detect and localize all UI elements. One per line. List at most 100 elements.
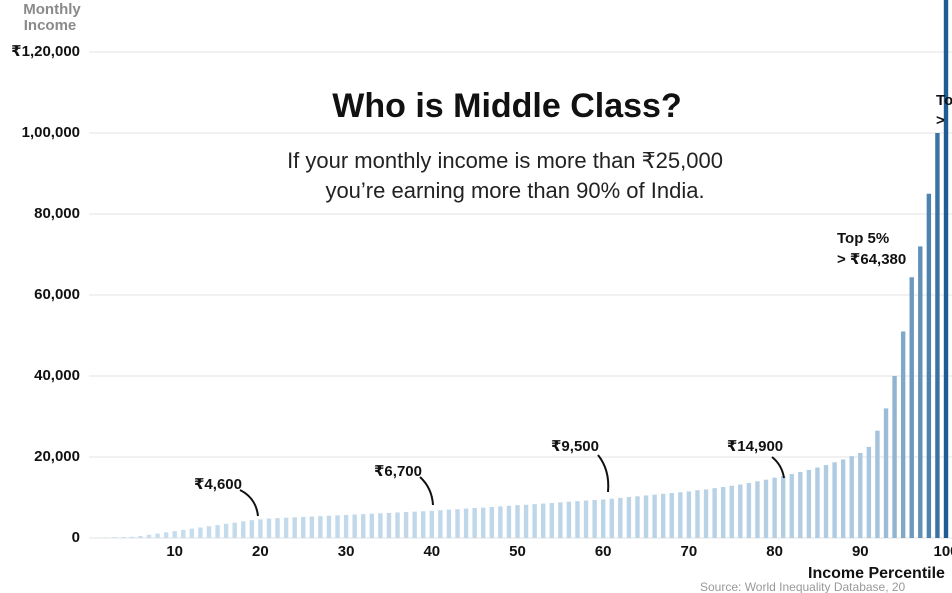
bar: [258, 519, 263, 538]
bar: [112, 537, 117, 538]
bar: [806, 469, 812, 538]
bar: [103, 537, 109, 538]
x-tick-label: 30: [338, 543, 355, 560]
bar: [678, 492, 683, 538]
x-tick-label: 70: [681, 543, 698, 560]
bar: [738, 484, 743, 538]
bar: [129, 536, 135, 538]
bar: [772, 477, 777, 538]
bar: [558, 502, 563, 538]
bar: [463, 508, 469, 538]
bar: [635, 496, 640, 538]
bar: [746, 482, 752, 538]
bar: [232, 522, 237, 538]
bar: [703, 489, 709, 538]
bar: [935, 133, 940, 538]
plot-area: [89, 0, 952, 539]
bar: [163, 532, 169, 538]
chart-title: Who is Middle Class?: [332, 87, 681, 125]
bar: [266, 518, 272, 538]
bar: [866, 446, 872, 538]
bar: [369, 513, 375, 538]
bar: [566, 501, 572, 538]
bar: [755, 481, 760, 538]
bar: [575, 501, 580, 538]
bar: [292, 517, 297, 538]
bar: [429, 510, 435, 538]
bar: [712, 488, 717, 538]
x-tick-label: 20: [252, 543, 269, 560]
bar: [832, 462, 837, 538]
bar: [541, 503, 546, 538]
x-tick-label: 80: [766, 543, 783, 560]
bar: [840, 459, 846, 538]
bar: [943, 0, 949, 538]
bar: [875, 430, 880, 538]
bar: [695, 490, 700, 538]
bar: [918, 246, 923, 538]
annotation-arrow: [771, 456, 785, 479]
bar: [523, 504, 529, 538]
bar: [686, 491, 692, 538]
bar: [172, 531, 177, 538]
bar: [489, 507, 494, 538]
source: Source: World Inequality Database, 20: [700, 580, 906, 593]
y-tick-label: 0: [72, 529, 80, 546]
bar: [849, 456, 854, 538]
bar: [549, 502, 554, 538]
bar: [626, 497, 632, 538]
bar: [660, 493, 666, 538]
bar: [215, 525, 220, 538]
annotation: ₹9,500: [551, 438, 599, 455]
annotation: ₹4,600: [194, 476, 242, 493]
bar: [249, 520, 255, 538]
bar: [241, 521, 246, 538]
x-axis-label: Income Percentile: [808, 565, 945, 582]
bar: [421, 511, 426, 538]
bar: [515, 505, 520, 538]
x-tick-label: 100: [933, 543, 952, 560]
bar: [198, 527, 203, 538]
bar: [763, 479, 769, 538]
bar: [780, 476, 786, 538]
bar: [155, 533, 160, 538]
subtitle: If your monthly income is more than ₹25,…: [287, 148, 723, 173]
bar: [318, 516, 323, 538]
annotation-arrow: [597, 454, 610, 493]
bar: [361, 514, 366, 538]
bar: [283, 517, 289, 538]
bar: [181, 529, 186, 538]
bar: [909, 277, 914, 538]
bar: [669, 493, 674, 538]
bar: [138, 535, 143, 538]
annotation: > ₹64,380: [837, 251, 906, 268]
bar: [206, 526, 212, 538]
bar: [455, 509, 460, 538]
bar: [900, 331, 906, 538]
bar: [506, 505, 512, 538]
bar: [301, 516, 306, 538]
x-tick-label: 90: [852, 543, 869, 560]
bar: [926, 193, 932, 538]
bar: [326, 515, 332, 538]
bar: [823, 465, 829, 538]
annotation: To: [936, 92, 952, 109]
bar: [532, 504, 537, 538]
bar: [720, 486, 726, 538]
annotation: ₹6,700: [374, 463, 422, 480]
bar: [643, 495, 649, 538]
bar: [386, 512, 392, 538]
bar: [618, 497, 623, 538]
bar: [403, 512, 409, 538]
bar: [438, 510, 443, 538]
bar: [189, 528, 195, 538]
annotation-arrow: [239, 489, 259, 517]
bar: [652, 494, 657, 538]
bar: [121, 536, 126, 538]
bar: [309, 516, 315, 538]
bar: [395, 512, 400, 538]
y-axis-label: Income: [24, 17, 77, 34]
x-tick-label: 10: [166, 543, 183, 560]
